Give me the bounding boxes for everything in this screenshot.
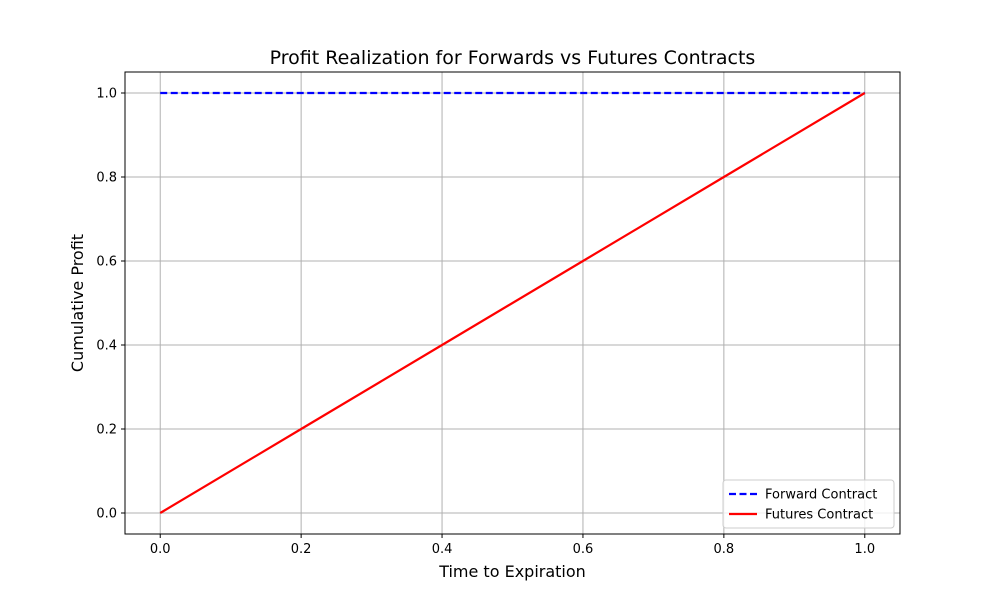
x-tick-label: 0.0 — [150, 542, 171, 557]
series-layer — [159, 91, 866, 514]
ticks: 0.0 0.2 0.4 0.6 0.8 1.0 0.0 0.2 0.4 0.6 0.8 1.0 — [96, 87, 875, 558]
y-tick-label: 0.0 — [96, 507, 117, 522]
y-tick-label: 1.0 — [96, 87, 117, 102]
legend-label: Forward Contract — [765, 488, 877, 503]
y-tick-label: 0.4 — [96, 339, 117, 354]
x-tick-label: 0.4 — [432, 542, 453, 557]
plot-frame — [124, 71, 901, 535]
y-axis-label: Cumulative Profit — [68, 234, 87, 372]
x-tick-label: 1.0 — [854, 542, 875, 557]
legend-box — [722, 479, 895, 529]
y-tick-label: 0.8 — [96, 171, 117, 186]
x-tick-label: 0.6 — [573, 542, 594, 557]
legend-label: Futures Contract — [765, 508, 873, 523]
legend: Forward Contract Futures Contract — [722, 479, 895, 529]
x-tick-label: 0.8 — [714, 542, 735, 557]
y-tick-label: 0.2 — [96, 423, 117, 438]
x-axis-label: Time to Expiration — [438, 562, 586, 581]
x-tick-label: 0.2 — [291, 542, 312, 557]
series-line-futures-contract — [159, 92, 866, 514]
chart-title: Profit Realization for Forwards vs Futur… — [270, 47, 756, 69]
y-tick-label: 0.6 — [96, 255, 117, 270]
